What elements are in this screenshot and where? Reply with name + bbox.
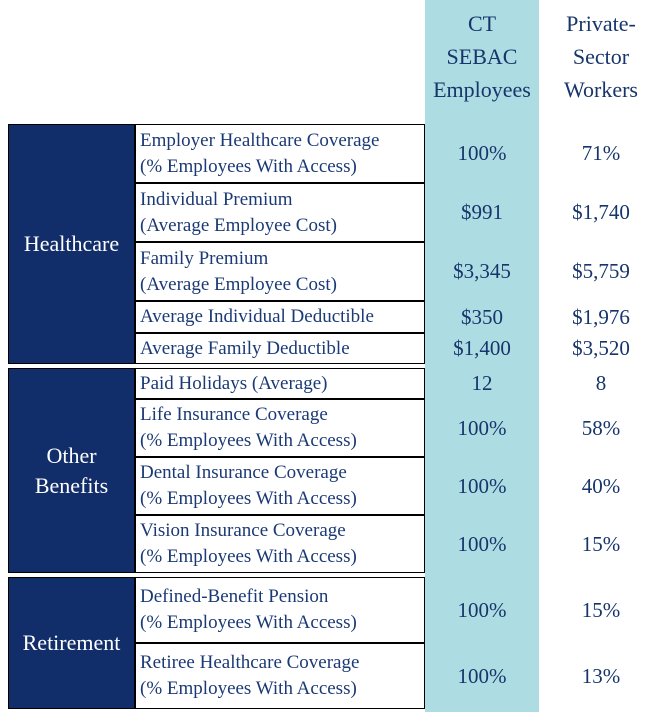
ct-sebac-value: 12 (471, 371, 493, 395)
row-label: Paid Holidays (Average) (135, 368, 425, 399)
row-label-line1: Dental Insurance Coverage (140, 462, 347, 483)
section-rows: Defined-Benefit Pension (% Employees Wit… (135, 577, 663, 709)
private-sector-value: 58% (581, 415, 621, 440)
private-sector-value: $1,740 (572, 200, 630, 224)
column-header-line: CT (467, 11, 497, 36)
ct-sebac-value: 100% (457, 531, 507, 556)
table-row: Average Individual Deductible $350 $1,97… (135, 301, 663, 333)
row-label: Defined-Benefit Pension (% Employees Wit… (135, 577, 425, 643)
column-header-line: Workers (564, 77, 638, 102)
row-label-line1: Family Premium (140, 247, 269, 269)
row-label-line1: Retiree Healthcare Coverage (140, 652, 360, 673)
section-retirement: Retirement Defined-Benefit Pension (% Em… (8, 577, 663, 709)
category-cell-retirement: Retirement (8, 577, 135, 709)
table-row: Average Family Deductible $1,400 $3,520 (135, 333, 663, 364)
row-label-line1: Employer Healthcare Coverage (140, 129, 380, 151)
private-sector-value: 40% (581, 473, 621, 498)
row-label-line1: Vision Insurance Coverage (140, 520, 346, 541)
row-label: Retiree Healthcare Coverage (% Employees… (135, 643, 425, 709)
row-label-line1: Average Individual Deductible (140, 306, 374, 327)
row-label: Average Family Deductible (135, 333, 425, 364)
ct-sebac-value: 100% (457, 597, 507, 622)
column-header-line: Employees (433, 77, 531, 102)
row-label-line2: (Average Employee Cost) (140, 214, 337, 236)
row-label-line2: (% Employees With Access) (140, 678, 357, 699)
row-label: Employer Healthcare Coverage (% Employee… (135, 124, 425, 183)
table-row: Individual Premium (Average Employee Cos… (135, 183, 663, 242)
row-label: Average Individual Deductible (135, 301, 425, 333)
section-rows: Employer Healthcare Coverage (% Employee… (135, 124, 663, 364)
row-label-line2: (% Employees With Access) (140, 546, 357, 567)
private-sector-value: 71% (581, 141, 621, 165)
table-row: Dental Insurance Coverage (% Employees W… (135, 457, 663, 515)
row-label-line1: Paid Holidays (Average) (140, 372, 328, 394)
private-sector-value: $5,759 (572, 259, 630, 283)
ct-sebac-value: $350 (461, 304, 503, 329)
ct-sebac-value: 100% (457, 141, 507, 165)
table-row: Employer Healthcare Coverage (% Employee… (135, 124, 663, 183)
row-label-line2: (% Employees With Access) (140, 155, 357, 177)
table-row: Retiree Healthcare Coverage (% Employees… (135, 643, 663, 709)
section-healthcare: Healthcare Employer Healthcare Coverage … (8, 124, 663, 364)
ct-sebac-value: 100% (457, 663, 507, 688)
column-header-line: Private- (566, 11, 636, 36)
comparison-table: Healthcare Employer Healthcare Coverage … (8, 124, 663, 713)
private-sector-value: $1,976 (572, 304, 630, 329)
table-row: Defined-Benefit Pension (% Employees Wit… (135, 577, 663, 643)
row-label-line1: Average Family Deductible (140, 337, 350, 359)
table-row: Life Insurance Coverage (% Employees Wit… (135, 399, 663, 457)
row-label-line2: (% Employees With Access) (140, 430, 357, 451)
row-label: Life Insurance Coverage (% Employees Wit… (135, 399, 425, 457)
column-header-ct-sebac: CT SEBAC Employees (425, 7, 539, 106)
row-label: Family Premium (Average Employee Cost) (135, 242, 425, 301)
private-sector-value: 13% (581, 663, 621, 688)
row-label-line2: (% Employees With Access) (140, 612, 357, 633)
category-cell-healthcare: Healthcare (8, 124, 135, 364)
row-label: Vision Insurance Coverage (% Employees W… (135, 515, 425, 573)
private-sector-value: 15% (581, 531, 621, 556)
row-label: Individual Premium (Average Employee Cos… (135, 183, 425, 242)
ct-sebac-value: $991 (461, 200, 503, 224)
ct-sebac-value: 100% (457, 415, 507, 440)
private-sector-value: 15% (581, 597, 621, 622)
section-other-benefits: Other Benefits Paid Holidays (Average) 1… (8, 368, 663, 573)
column-header-line: Sector (572, 44, 630, 69)
category-cell-other-benefits: Other Benefits (8, 368, 135, 573)
ct-sebac-column-highlight (425, 0, 539, 712)
ct-sebac-value: 100% (457, 473, 507, 498)
table-row: Paid Holidays (Average) 12 8 (135, 368, 663, 399)
private-sector-value: $3,520 (572, 336, 630, 360)
row-label-line2: (Average Employee Cost) (140, 273, 337, 295)
row-label-line2: (% Employees With Access) (140, 488, 357, 509)
private-sector-value: 8 (595, 371, 607, 395)
ct-sebac-value: $3,345 (453, 259, 511, 283)
row-label-line1: Defined-Benefit Pension (140, 586, 329, 607)
column-header-private-sector: Private- Sector Workers (539, 7, 663, 106)
table-row: Vision Insurance Coverage (% Employees W… (135, 515, 663, 573)
ct-sebac-value: $1,400 (453, 336, 511, 360)
column-header-line: SEBAC (446, 44, 518, 69)
row-label-line1: Life Insurance Coverage (140, 404, 328, 425)
row-label-line1: Individual Premium (140, 188, 293, 210)
table-row: Family Premium (Average Employee Cost) $… (135, 242, 663, 301)
section-rows: Paid Holidays (Average) 12 8 Life Insura… (135, 368, 663, 573)
row-label: Dental Insurance Coverage (% Employees W… (135, 457, 425, 515)
